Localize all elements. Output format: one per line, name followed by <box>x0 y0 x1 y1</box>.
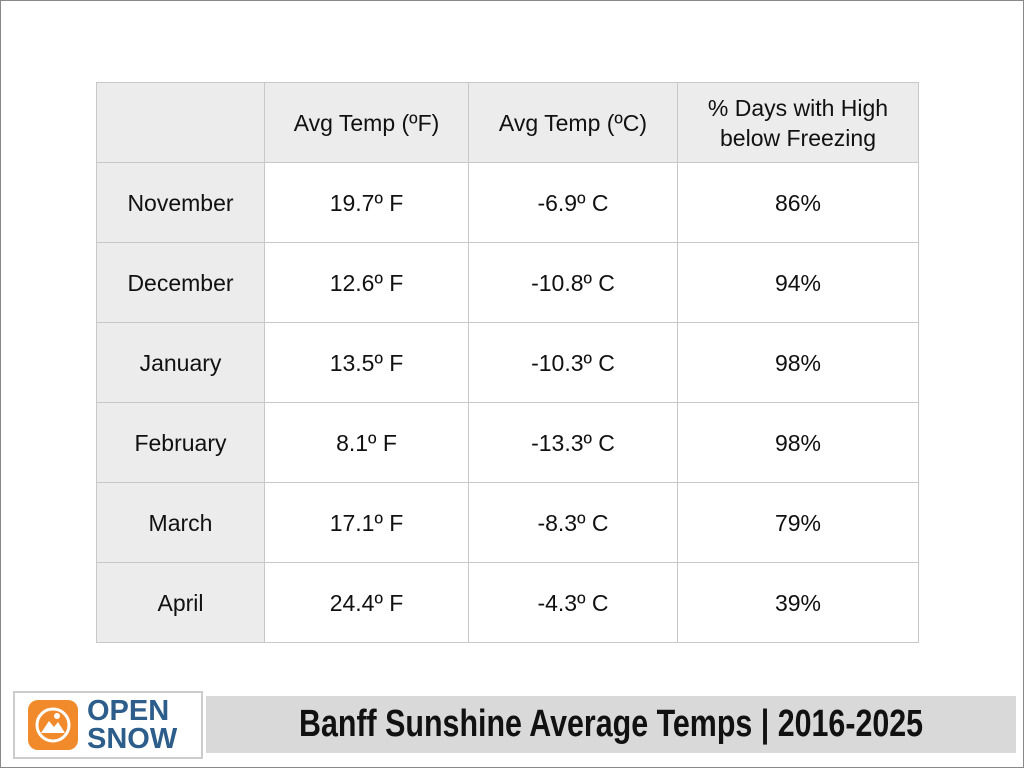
temps-table: Avg Temp (ºF) Avg Temp (ºC)% Days with Hi… <box>96 82 919 643</box>
data-row: December 12.6º F -10.8º C 94% <box>96 242 919 323</box>
footer-title: Banff Sunshine Average Temps | 2016-2025 <box>298 703 924 745</box>
logo: OPEN SNOW <box>13 691 203 759</box>
data-row: November 19.7º F -6.9º C 86% <box>96 162 919 243</box>
value-cell: -8.3º C <box>468 482 678 563</box>
data-row: March 17.1º F -8.3º C 79% <box>96 482 919 563</box>
data-row: January 13.5º F -10.3º C 98% <box>96 322 919 403</box>
value-cell: -4.3º C <box>468 562 678 643</box>
value-cell: -10.3º C <box>468 322 678 403</box>
logo-line: SNOW <box>87 723 178 755</box>
value-cell: 94% <box>677 242 919 323</box>
value-cell: 19.7º F <box>264 162 469 243</box>
logo-icon <box>28 700 78 750</box>
header-cell: Avg Temp (ºF) <box>264 82 469 163</box>
month-cell: April <box>96 562 265 643</box>
logo-text: OPEN SNOW <box>87 695 178 755</box>
value-cell: 98% <box>677 402 919 483</box>
month-cell: December <box>96 242 265 323</box>
value-cell: 98% <box>677 322 919 403</box>
logo-line: OPEN <box>87 695 170 727</box>
value-cell: 12.6º F <box>264 242 469 323</box>
month-cell: March <box>96 482 265 563</box>
footer-bar: Banff Sunshine Average Temps | 2016-2025 <box>206 696 1016 753</box>
value-cell: 86% <box>677 162 919 243</box>
value-cell: -10.8º C <box>468 242 678 323</box>
header-cell: Avg Temp (ºC) <box>468 82 678 163</box>
value-cell: -6.9º C <box>468 162 678 243</box>
value-cell: 8.1º F <box>264 402 469 483</box>
header-row: Avg Temp (ºF) Avg Temp (ºC)% Days with Hi… <box>96 82 919 163</box>
corner-cell <box>96 82 265 163</box>
data-row: February 8.1º F -13.3º C 98% <box>96 402 919 483</box>
value-cell: 13.5º F <box>264 322 469 403</box>
value-cell: -13.3º C <box>468 402 678 483</box>
value-cell: 79% <box>677 482 919 563</box>
value-cell: 39% <box>677 562 919 643</box>
value-cell: 17.1º F <box>264 482 469 563</box>
month-cell: November <box>96 162 265 243</box>
data-row: April 24.4º F -4.3º C 39% <box>96 562 919 643</box>
value-cell: 24.4º F <box>264 562 469 643</box>
month-cell: January <box>96 322 265 403</box>
month-cell: February <box>96 402 265 483</box>
header-cell: % Days with High below Freezing <box>677 82 919 163</box>
